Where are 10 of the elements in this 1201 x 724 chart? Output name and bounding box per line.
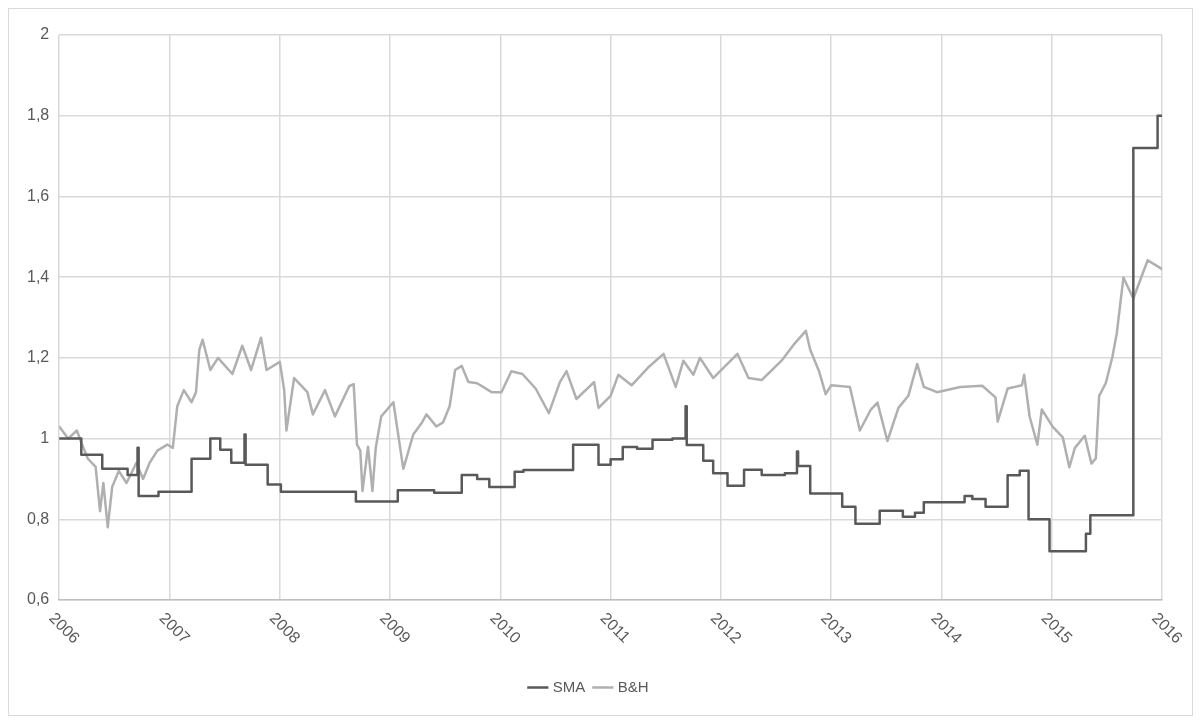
y-tick-label: 1,4 xyxy=(26,267,50,285)
y-tick-label: 1,8 xyxy=(26,106,50,124)
y-tick-label: 1,6 xyxy=(26,186,50,204)
y-tick-label: 2 xyxy=(40,25,50,43)
y-tick-label: 0,6 xyxy=(26,590,50,608)
y-tick-label: 1,2 xyxy=(26,348,50,366)
legend-label: B&H xyxy=(617,677,649,695)
y-tick-label: 0,8 xyxy=(26,509,50,527)
legend-label: SMA xyxy=(552,677,586,695)
y-tick-label: 1 xyxy=(40,428,50,446)
